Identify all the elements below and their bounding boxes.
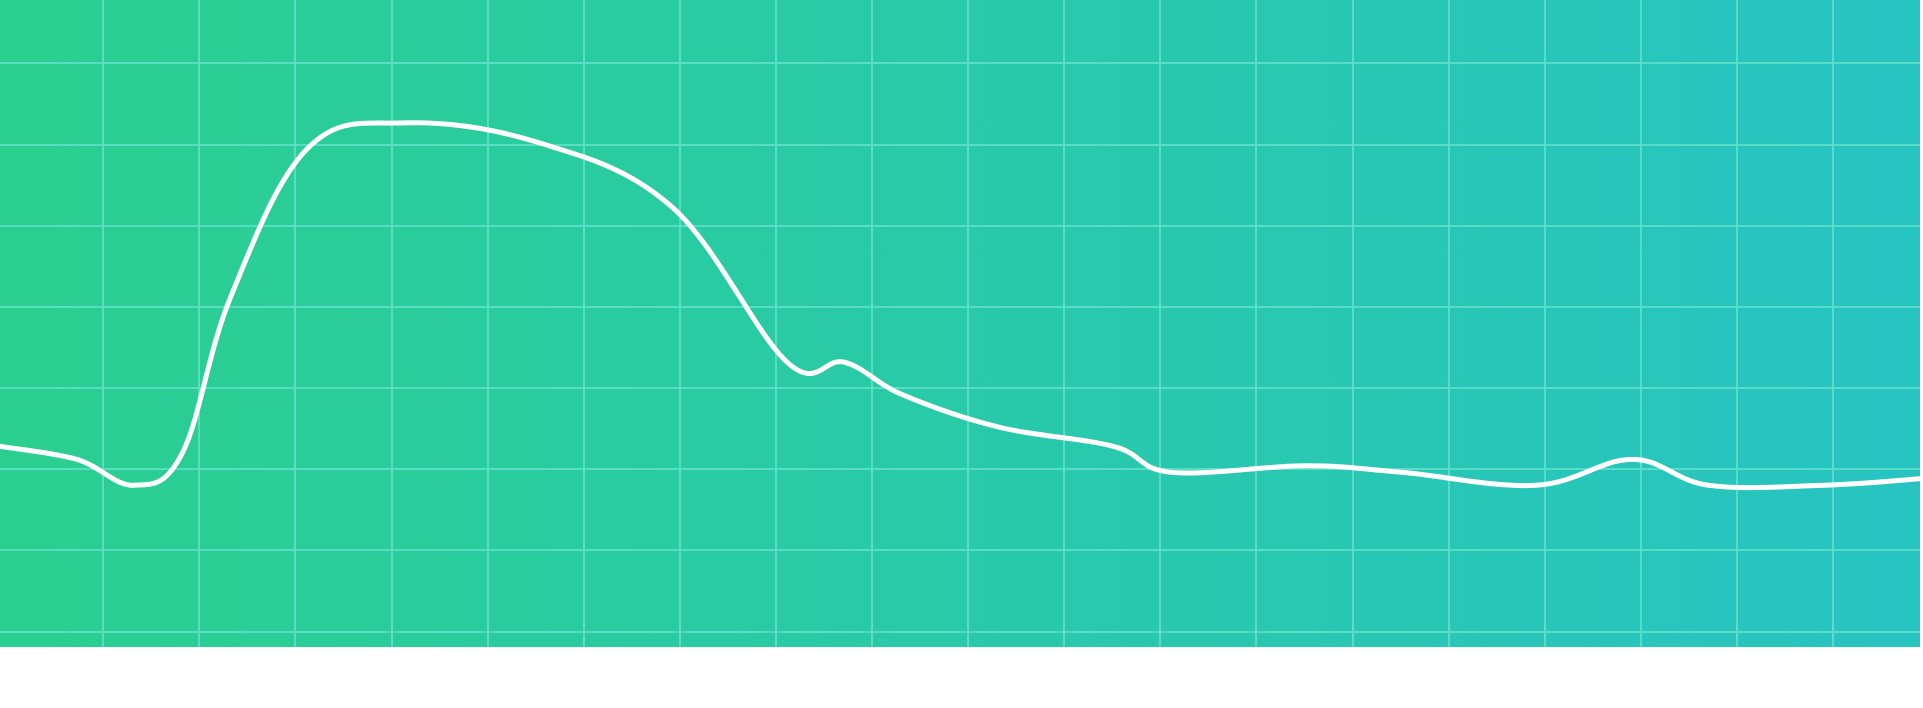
series-group [0,120,1923,491]
grid-lines [0,0,1920,647]
series-line [0,120,1923,491]
plot-background [0,0,1920,647]
